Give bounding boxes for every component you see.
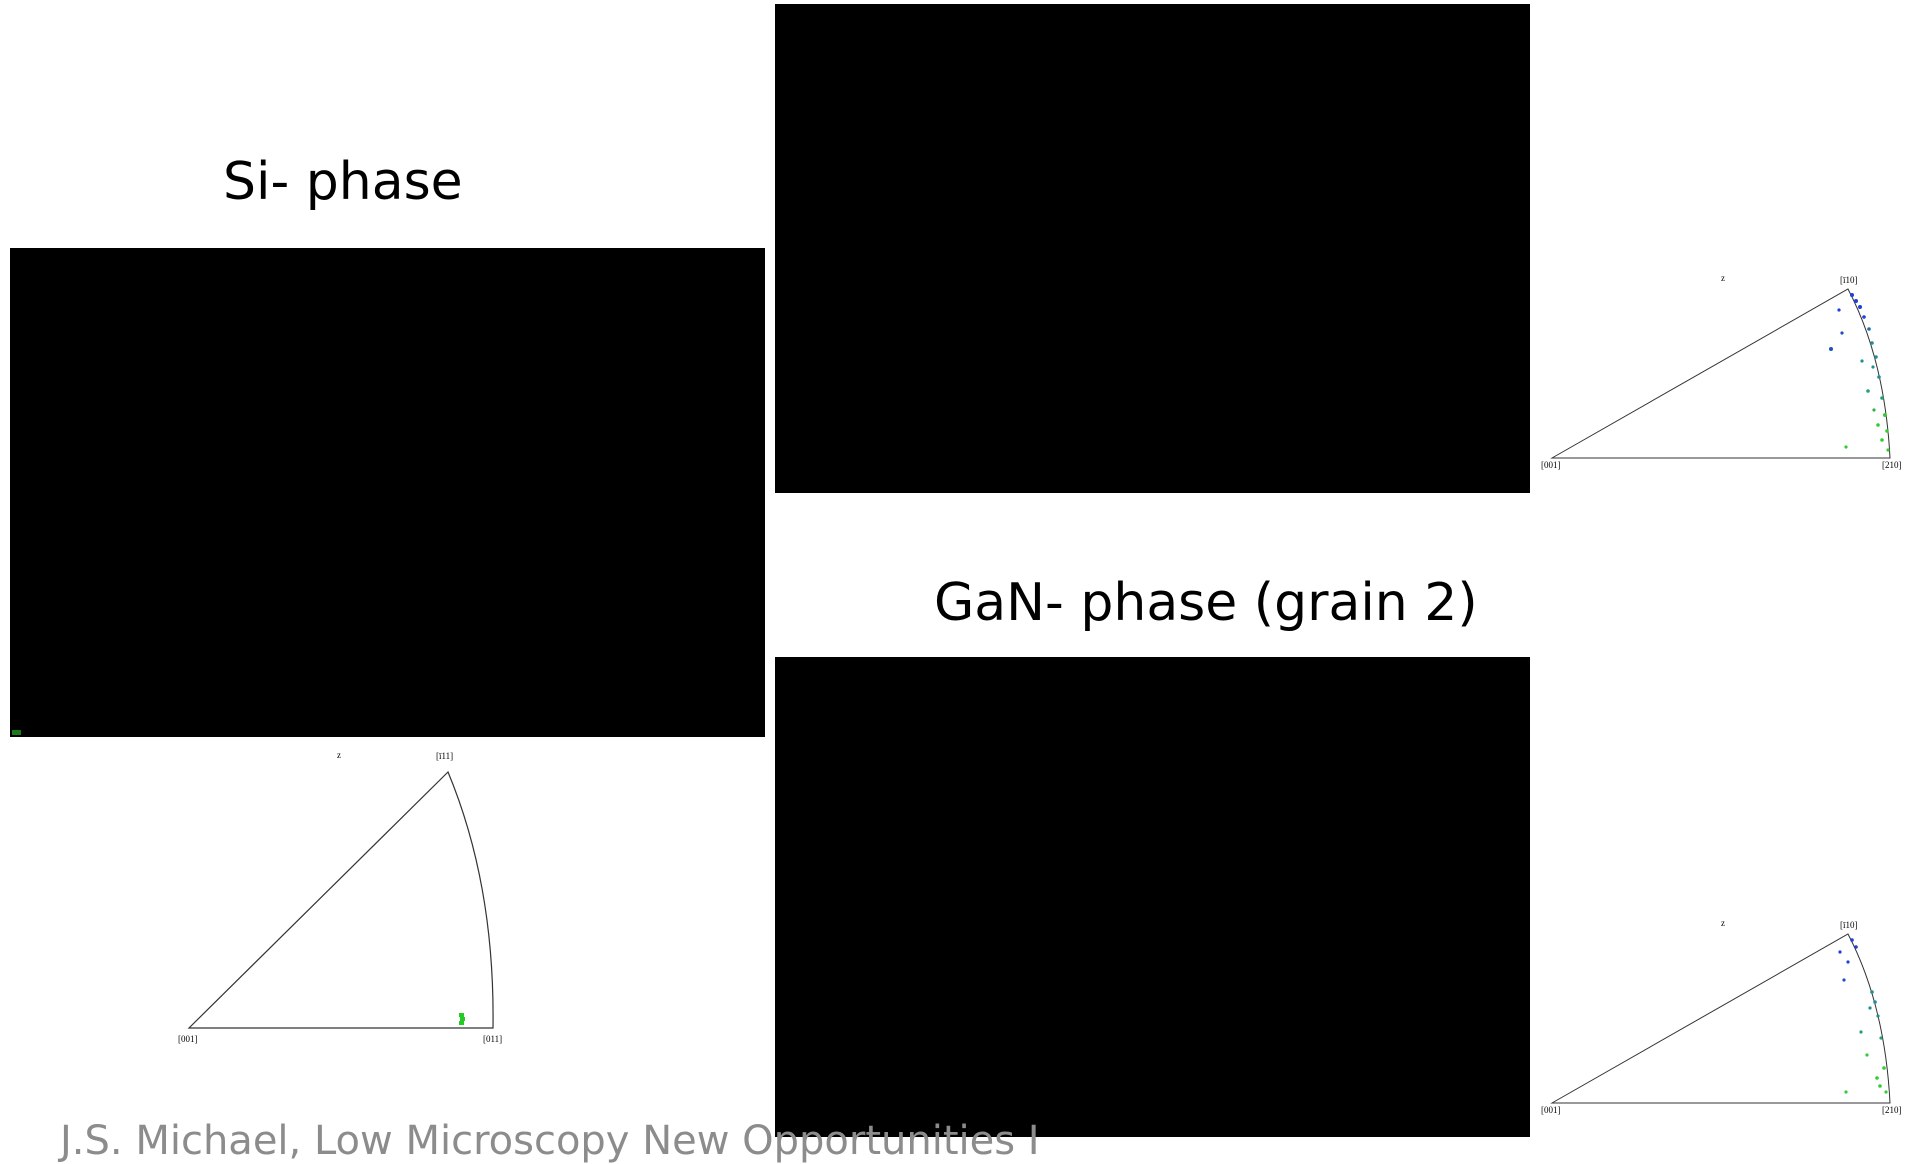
gan-bottom-ipf-point (1854, 945, 1858, 949)
gan-top-ipf-corner-right: [210] (1882, 460, 1902, 470)
si-phase-title: Si- phase (223, 152, 463, 212)
gan-bottom-ipf-axis-label: z (1721, 918, 1725, 928)
gan-top-ipf-point (1876, 423, 1880, 427)
si-inverse-pole-figure: z [ī11] [001] [011] (178, 750, 502, 1044)
gan-top-ipf-point (1880, 396, 1884, 400)
gan-bottom-ipf-point (1878, 1084, 1882, 1088)
gan-bottom-ipf-corner-right: [210] (1882, 1105, 1902, 1115)
gan-grain2-title: GaN- phase (grain 2) (934, 573, 1478, 633)
gan-grain2-inverse-pole-figure: z [ī10] [001] [210] (1541, 918, 1902, 1115)
gan-top-ipf-point (1886, 448, 1890, 452)
gan-bottom-ipf-point (1876, 1014, 1880, 1018)
gan-top-ipf-point (1860, 359, 1864, 363)
si-ipf-corner-left: [001] (178, 1034, 198, 1044)
slide-footer: J.S. Michael, Low Microscopy New Opportu… (60, 1118, 1040, 1164)
gan-top-ipf-data-points (1829, 293, 1890, 452)
gan-top-ipf-corner-left: [001] (1541, 460, 1561, 470)
gan-bottom-ipf-point (1844, 1090, 1848, 1094)
gan-bottom-ipf-point (1846, 960, 1850, 964)
gan-top-ipf-point (1866, 389, 1870, 393)
gan-bottom-ipf-point (1879, 1036, 1883, 1040)
gan-top-ipf-corner-top: [ī10] (1840, 275, 1858, 285)
gan-top-ipf-point (1872, 408, 1876, 412)
gan-grain1-inverse-pole-figure: z [ī10] [001] [210] (1541, 273, 1902, 470)
si-ipf-point (459, 1021, 464, 1025)
gan-bottom-ipf-point (1884, 1090, 1888, 1094)
gan-bottom-ipf-corner-top: [ī10] (1840, 920, 1858, 930)
gan-bottom-ipf-point (1838, 950, 1842, 954)
gan-top-ipf-point (1840, 331, 1844, 335)
gan-bottom-ipf-point (1842, 978, 1846, 982)
si-ipf-axis-label: z (337, 750, 341, 760)
gan-bottom-ipf-data-points (1838, 938, 1888, 1094)
gan-grain2-orientation-map (775, 657, 1530, 1137)
gan-bottom-ipf-point (1870, 990, 1874, 994)
gan-top-ipf-point (1862, 315, 1866, 319)
gan-top-ipf-point (1883, 413, 1887, 417)
gan-bottom-ipf-point (1873, 1000, 1877, 1004)
gan-top-ipf-point (1880, 438, 1884, 442)
gan-top-ipf-point (1844, 445, 1848, 449)
gan-grain1-orientation-map (775, 4, 1530, 493)
si-ipf-point (460, 1017, 465, 1021)
gan-top-ipf-point (1871, 365, 1875, 369)
gan-bottom-ipf-point (1875, 1076, 1879, 1080)
gan-top-ipf-axis-label: z (1721, 273, 1725, 283)
gan-bottom-ipf-point (1850, 938, 1854, 942)
gan-top-ipf-point (1829, 347, 1833, 351)
gan-top-ipf-point (1867, 327, 1871, 331)
gan-top-ipf-point (1870, 341, 1874, 345)
si-ipf-corner-right: [011] (483, 1034, 502, 1044)
si-ipf-point (459, 1013, 464, 1017)
si-ipf-data-points (459, 1013, 465, 1025)
gan-bottom-ipf-point (1865, 1053, 1869, 1057)
gan-bottom-ipf-point (1868, 1006, 1872, 1010)
gan-top-ipf-point (1874, 355, 1878, 359)
gan-top-ipf-point (1858, 305, 1862, 309)
gan-bottom-ipf-point (1882, 1066, 1886, 1070)
gan-top-ipf-point (1885, 429, 1889, 433)
gan-top-ipf-point (1854, 299, 1858, 303)
gan-bottom-ipf-corner-left: [001] (1541, 1105, 1561, 1115)
gan-top-ipf-point (1837, 308, 1841, 312)
si-ipf-corner-top: [ī11] (436, 751, 453, 761)
gan-top-ipf-point (1877, 375, 1881, 379)
si-orientation-map (10, 248, 765, 737)
si-ipf-triangle (187, 770, 494, 1029)
si-map-marker (12, 730, 21, 735)
gan-bottom-ipf-triangle (1550, 933, 1891, 1104)
gan-top-ipf-triangle (1550, 288, 1891, 459)
gan-bottom-ipf-point (1859, 1030, 1863, 1034)
gan-top-ipf-point (1850, 293, 1854, 297)
